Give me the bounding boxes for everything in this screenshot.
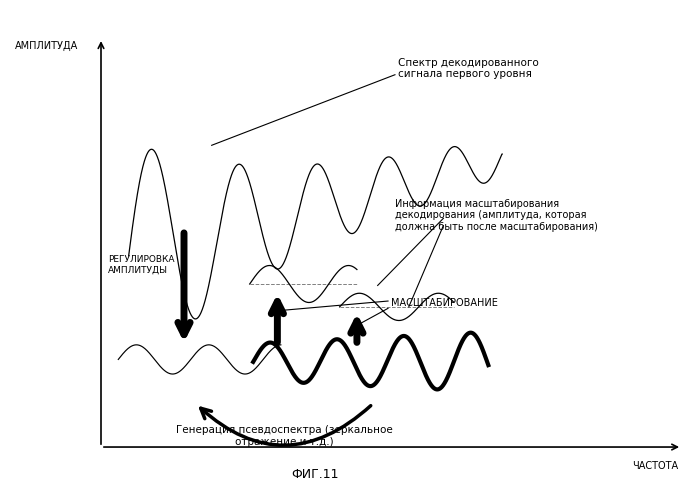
Text: ФИГ.11: ФИГ.11 <box>292 468 340 481</box>
Text: Информация масштабирования
декодирования (амплитуда, которая
должна быть после м: Информация масштабирования декодирования… <box>395 199 598 232</box>
Text: РЕГУЛИРОВКА
АМПЛИТУДЫ: РЕГУЛИРОВКА АМПЛИТУДЫ <box>108 255 174 274</box>
Text: Спектр декодированного
сигнала первого уровня: Спектр декодированного сигнала первого у… <box>398 58 539 79</box>
Text: Генерация псевдоспектра (зеркальное
отражение и т.д.): Генерация псевдоспектра (зеркальное отра… <box>176 425 393 446</box>
Text: АМПЛИТУДА: АМПЛИТУДА <box>15 41 78 50</box>
Text: ЧАСТОТА: ЧАСТОТА <box>632 461 678 471</box>
Text: МАСШТАБИРОВАНИЕ: МАСШТАБИРОВАНИЕ <box>391 298 498 308</box>
